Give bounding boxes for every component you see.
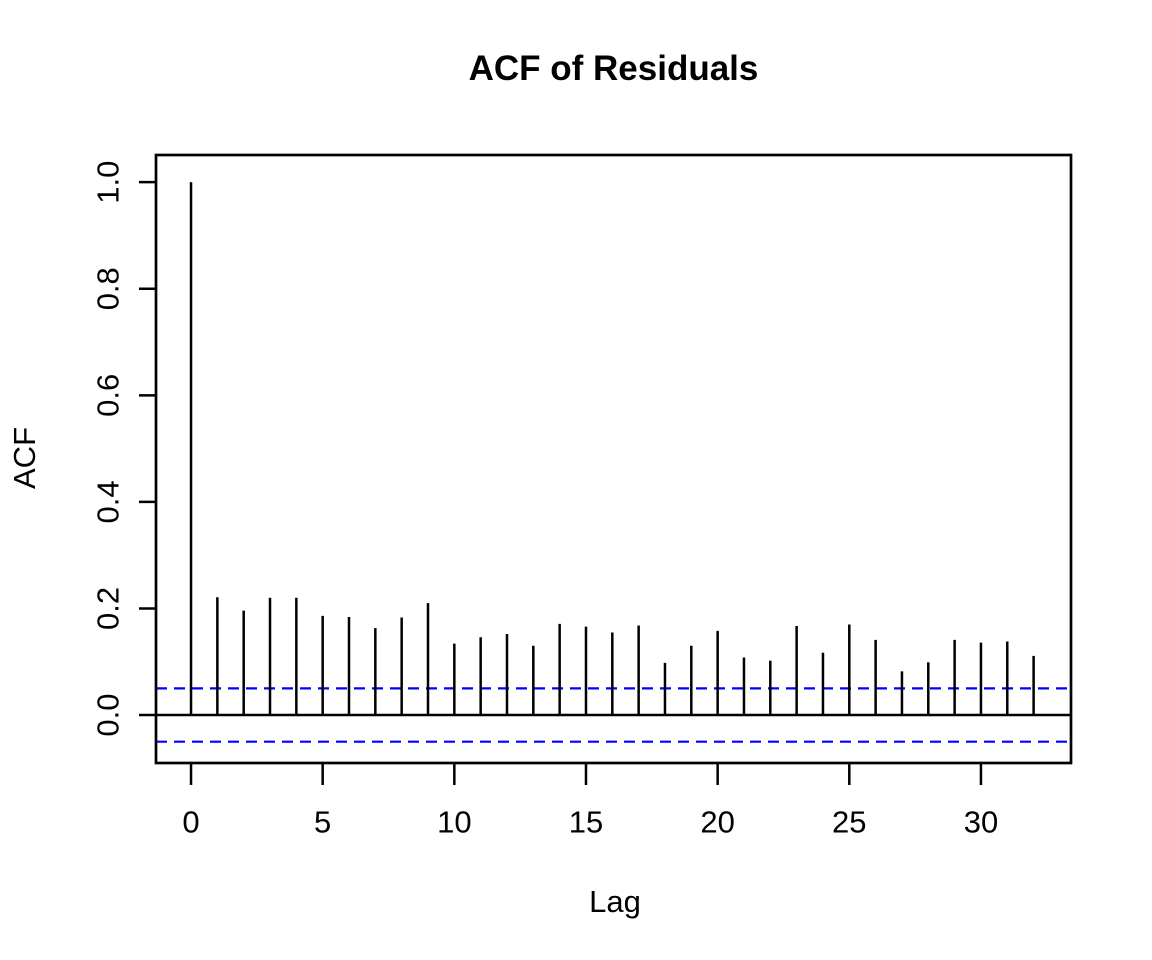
x-tick-label: 5: [314, 805, 331, 840]
x-tick-label: 0: [182, 805, 199, 840]
acf-spikes: [189, 182, 1035, 716]
x-axis-ticks: 0 5 10 15 20 25 30: [182, 763, 998, 840]
plot-box: [154, 153, 1073, 765]
y-tick-label: 1.0: [91, 161, 126, 204]
x-tick-label: 20: [700, 805, 734, 840]
x-axis-label: Lag: [589, 884, 641, 919]
y-tick-label: 0.6: [91, 374, 126, 417]
x-tick-label: 10: [437, 805, 471, 840]
y-tick-label: 0.4: [91, 480, 126, 523]
x-tick-label: 30: [964, 805, 998, 840]
y-tick-label: 0.0: [91, 693, 126, 736]
chart-title: ACF of Residuals: [468, 49, 759, 88]
x-tick-label: 15: [569, 805, 603, 840]
y-axis-ticks: 0.0 0.2 0.4 0.6 0.8 1.0: [91, 161, 156, 737]
y-tick-label: 0.8: [91, 267, 126, 310]
y-tick-label: 0.2: [91, 587, 126, 630]
x-tick-label: 25: [832, 805, 866, 840]
